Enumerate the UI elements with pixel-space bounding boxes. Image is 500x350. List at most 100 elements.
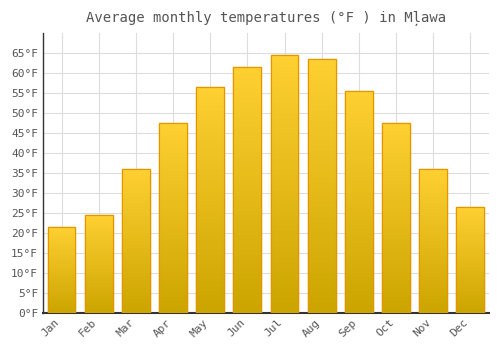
Bar <box>345 149 373 153</box>
Bar <box>85 248 112 250</box>
Bar <box>159 252 187 256</box>
Bar <box>345 233 373 237</box>
Bar <box>456 245 484 247</box>
Bar <box>48 247 76 249</box>
Bar <box>159 199 187 203</box>
Bar <box>419 172 447 175</box>
Bar <box>196 272 224 276</box>
Bar <box>382 248 410 252</box>
Bar <box>48 242 76 244</box>
Bar <box>456 308 484 310</box>
Bar <box>456 230 484 232</box>
Bar <box>48 251 76 253</box>
Bar <box>48 290 76 292</box>
Bar <box>456 302 484 304</box>
Bar <box>345 255 373 259</box>
Bar <box>196 87 224 313</box>
Bar <box>48 311 76 313</box>
Bar <box>159 218 187 222</box>
Bar <box>345 264 373 268</box>
Bar <box>270 122 298 127</box>
Bar <box>456 213 484 215</box>
Bar <box>122 218 150 220</box>
Bar <box>196 276 224 281</box>
Bar <box>196 290 224 295</box>
Bar <box>159 180 187 184</box>
Bar <box>234 273 262 278</box>
Bar <box>382 263 410 267</box>
Bar <box>419 270 447 272</box>
Bar <box>456 228 484 230</box>
Bar <box>234 82 262 87</box>
Bar <box>234 121 262 126</box>
Bar <box>234 190 262 195</box>
Bar <box>48 229 76 230</box>
Bar <box>345 109 373 113</box>
Bar <box>159 309 187 313</box>
Bar <box>159 210 187 214</box>
Bar <box>234 155 262 160</box>
Bar <box>196 214 224 218</box>
Bar <box>234 219 262 224</box>
Bar <box>308 69 336 75</box>
Bar <box>85 229 112 231</box>
Bar <box>196 267 224 272</box>
Bar <box>122 298 150 301</box>
Bar <box>48 232 76 234</box>
Bar <box>382 225 410 229</box>
Bar <box>85 223 112 225</box>
Bar <box>419 281 447 284</box>
Bar <box>308 302 336 308</box>
Bar <box>196 110 224 114</box>
Bar <box>456 304 484 306</box>
Bar <box>419 284 447 287</box>
Bar <box>48 246 76 247</box>
Bar <box>345 237 373 242</box>
Bar <box>85 278 112 279</box>
Bar <box>196 259 224 263</box>
Bar <box>270 163 298 168</box>
Bar <box>308 64 336 69</box>
Bar <box>196 254 224 259</box>
Bar <box>419 287 447 290</box>
Bar <box>419 203 447 206</box>
Bar <box>48 309 76 311</box>
Bar <box>419 293 447 295</box>
Bar <box>196 123 224 128</box>
Bar <box>159 134 187 138</box>
Bar <box>48 253 76 254</box>
Bar <box>456 232 484 234</box>
Bar <box>85 311 112 313</box>
Bar <box>85 254 112 256</box>
Bar <box>456 215 484 217</box>
Bar <box>122 272 150 275</box>
Bar <box>270 91 298 96</box>
Bar <box>159 294 187 298</box>
Bar <box>270 215 298 220</box>
Bar <box>308 267 336 272</box>
Bar <box>159 138 187 142</box>
Bar <box>48 227 76 313</box>
Bar <box>308 196 336 201</box>
Bar <box>308 115 336 120</box>
Bar <box>234 215 262 219</box>
Bar <box>382 169 410 172</box>
Bar <box>382 233 410 237</box>
Bar <box>85 244 112 246</box>
Bar <box>196 150 224 155</box>
Bar <box>159 222 187 225</box>
Bar <box>308 216 336 222</box>
Bar <box>85 252 112 254</box>
Bar <box>308 120 336 125</box>
Bar <box>196 286 224 290</box>
Bar <box>308 186 336 191</box>
Bar <box>159 271 187 275</box>
Bar <box>308 59 336 313</box>
Bar <box>270 256 298 261</box>
Bar <box>48 254 76 256</box>
Bar <box>308 287 336 292</box>
Bar <box>159 229 187 233</box>
Bar <box>159 176 187 180</box>
Bar <box>159 161 187 165</box>
Bar <box>419 209 447 212</box>
